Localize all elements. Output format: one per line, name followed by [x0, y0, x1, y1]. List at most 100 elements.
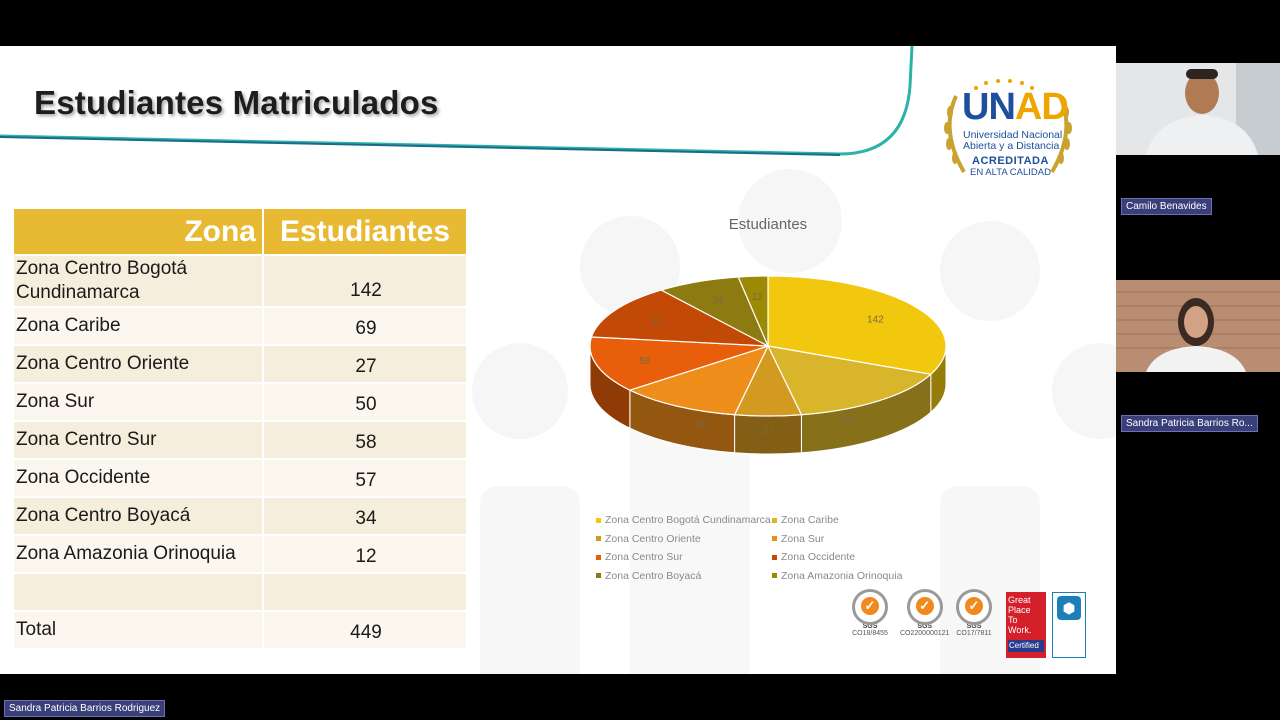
legend-label: Zona Sur — [781, 532, 825, 545]
person-silhouette-icon — [1116, 280, 1280, 372]
pie-data-label-1: 69 — [842, 416, 854, 427]
active-speaker-name: Sandra Patricia Barrios Rodriguez — [4, 700, 166, 717]
sgs-check-icon: ✓ — [956, 589, 992, 625]
zona-cell: Zona Sur — [14, 384, 262, 420]
students-table: Zona Estudiantes Zona Centro Bogotá Cund… — [12, 207, 468, 650]
pie-slice-0 — [767, 275, 947, 375]
estudiantes-cell: 34 — [264, 498, 466, 534]
legend-swatch — [596, 554, 601, 560]
legend-swatch — [772, 554, 777, 560]
table-row: Zona Occidente 57 — [14, 460, 466, 496]
pie-slice-1 — [766, 345, 933, 416]
total-value: 449 — [264, 612, 466, 648]
presentation-slide: Estudiantes Matriculados UNAD Universida… — [0, 46, 1116, 674]
pie-data-label-4: 58 — [639, 356, 651, 367]
pie-data-label-0: 142 — [867, 314, 884, 325]
title-decoration-curve — [0, 46, 914, 156]
table-row: Zona Amazonia Orinoquia 12 — [14, 536, 466, 572]
person-silhouette-icon — [1116, 63, 1280, 155]
sgs-badge-1: ✓ SGS CO18/8455 — [852, 589, 888, 637]
legend-label: Zona Amazonia Orinoquia — [781, 569, 903, 582]
estudiantes-cell: 12 — [264, 536, 466, 572]
pie-data-label-3: 50 — [697, 419, 709, 430]
header-estudiantes: Estudiantes — [264, 209, 466, 254]
table-row — [14, 574, 466, 610]
estudiantes-cell — [264, 574, 466, 610]
estudiantes-cell: 27 — [264, 346, 466, 382]
pie-slice-4 — [589, 336, 769, 391]
logo-line-3: ACREDITADA — [972, 155, 1049, 167]
zona-cell: Zona Occidente — [14, 460, 262, 496]
zona-cell — [14, 574, 262, 610]
zona-cell: Zona Centro Sur — [14, 422, 262, 458]
legend-item-0: Zona Centro Bogotá Cundinamarca — [596, 514, 771, 526]
estudiantes-cell: 69 — [264, 308, 466, 344]
legend-label: Zona Centro Boyacá — [605, 569, 702, 582]
legend-item-3: Zona Sur — [772, 533, 824, 545]
great-place-to-work-badge: Great Place To Work. Certified — [1006, 592, 1046, 658]
participant-name-tag-2: Sandra Patricia Barrios Ro... — [1121, 415, 1258, 432]
sgs-badge-3: ✓ SGS CO17/7811 — [956, 589, 992, 637]
pie-data-label-5: 57 — [652, 317, 664, 328]
legend-swatch — [772, 517, 777, 523]
table-row: Zona Centro Sur 58 — [14, 422, 466, 458]
zona-cell: Zona Centro Bogotá Cundinamarca — [14, 256, 262, 306]
estudiantes-cell: 58 — [264, 422, 466, 458]
legend-item-7: Zona Amazonia Orinoquia — [772, 570, 902, 582]
legend-label: Zona Occidente — [781, 551, 856, 563]
legend-label: Zona Centro Oriente — [605, 532, 701, 545]
legend-item-5: Zona Occidente — [772, 551, 855, 563]
laurel-icon — [944, 79, 1072, 174]
legend-swatch — [596, 517, 601, 523]
participant-video-sandra[interactable] — [1116, 280, 1280, 372]
pie-slice-7 — [737, 275, 769, 347]
sgs-check-icon: ✓ — [906, 589, 943, 625]
estudiantes-cell: 142 — [264, 256, 466, 306]
zona-cell: Zona Caribe — [14, 308, 262, 344]
table-row: Zona Sur 50 — [14, 384, 466, 420]
sgs-badge-2: ✓ SGS CO2200000121 — [900, 589, 949, 637]
logo-line-4: EN ALTA CALIDAD — [970, 167, 1051, 178]
table-row: Zona Centro Boyacá 34 — [14, 498, 466, 534]
estudiantes-cell: 57 — [264, 460, 466, 496]
legend-label: Zona Caribe — [781, 514, 839, 526]
legend-item-1: Zona Caribe — [772, 514, 839, 526]
pie-data-label-6: 34 — [712, 296, 724, 307]
total-label: Total — [14, 612, 262, 648]
icontec-logo-icon: ⬢ — [1057, 596, 1081, 620]
certification-badges: ✓ SGS CO18/8455 ✓ SGS CO2200000121 ✓ SGS… — [852, 589, 1112, 661]
estudiantes-cell: 50 — [264, 384, 466, 420]
pie-data-label-2: 27 — [762, 427, 774, 438]
icontec-badge: ⬢ — [1052, 592, 1086, 658]
slide-title: Estudiantes Matriculados — [34, 84, 439, 121]
legend-item-4: Zona Centro Sur — [596, 551, 683, 563]
zona-cell: Zona Centro Boyacá — [14, 498, 262, 534]
logo-wordmark: UNAD — [962, 86, 1069, 128]
header-zona: Zona — [14, 209, 262, 254]
pie-slice-5 — [590, 289, 769, 347]
zona-cell: Zona Centro Oriente — [14, 346, 262, 382]
pie-chart: 142 69 27 50 58 57 34 12 — [589, 275, 947, 455]
logo-line-2: Abierta y a Distancia — [963, 140, 1060, 152]
pie-slice-3 — [628, 345, 770, 416]
total-row: Total 449 — [14, 612, 466, 648]
table-row: Zona Caribe 69 — [14, 308, 466, 344]
unad-logo: UNAD Universidad Nacional Abierta y a Di… — [936, 76, 1080, 180]
participant-name-tag-1: Camilo Benavides — [1121, 198, 1212, 215]
legend-item-6: Zona Centro Boyacá — [596, 570, 701, 582]
legend-item-2: Zona Centro Oriente — [596, 533, 701, 545]
participant-video-camilo[interactable] — [1116, 63, 1280, 155]
legend-label: Zona Centro Sur — [605, 551, 683, 563]
logo-line-1: Universidad Nacional — [963, 129, 1063, 141]
pie-data-label-7: 12 — [752, 292, 764, 303]
chart-title: Estudiantes — [728, 216, 808, 233]
sgs-check-icon: ✓ — [852, 589, 888, 625]
legend-label: Zona Centro Bogotá Cundinamarca — [605, 514, 771, 526]
table-row: Zona Centro Bogotá Cundinamarca 142 — [14, 256, 466, 306]
legend-swatch — [596, 573, 601, 579]
legend-swatch — [772, 536, 777, 542]
table-row: Zona Centro Oriente 27 — [14, 346, 466, 382]
legend-swatch — [596, 536, 601, 542]
zona-cell: Zona Amazonia Orinoquia — [14, 536, 262, 572]
legend-swatch — [772, 573, 777, 579]
